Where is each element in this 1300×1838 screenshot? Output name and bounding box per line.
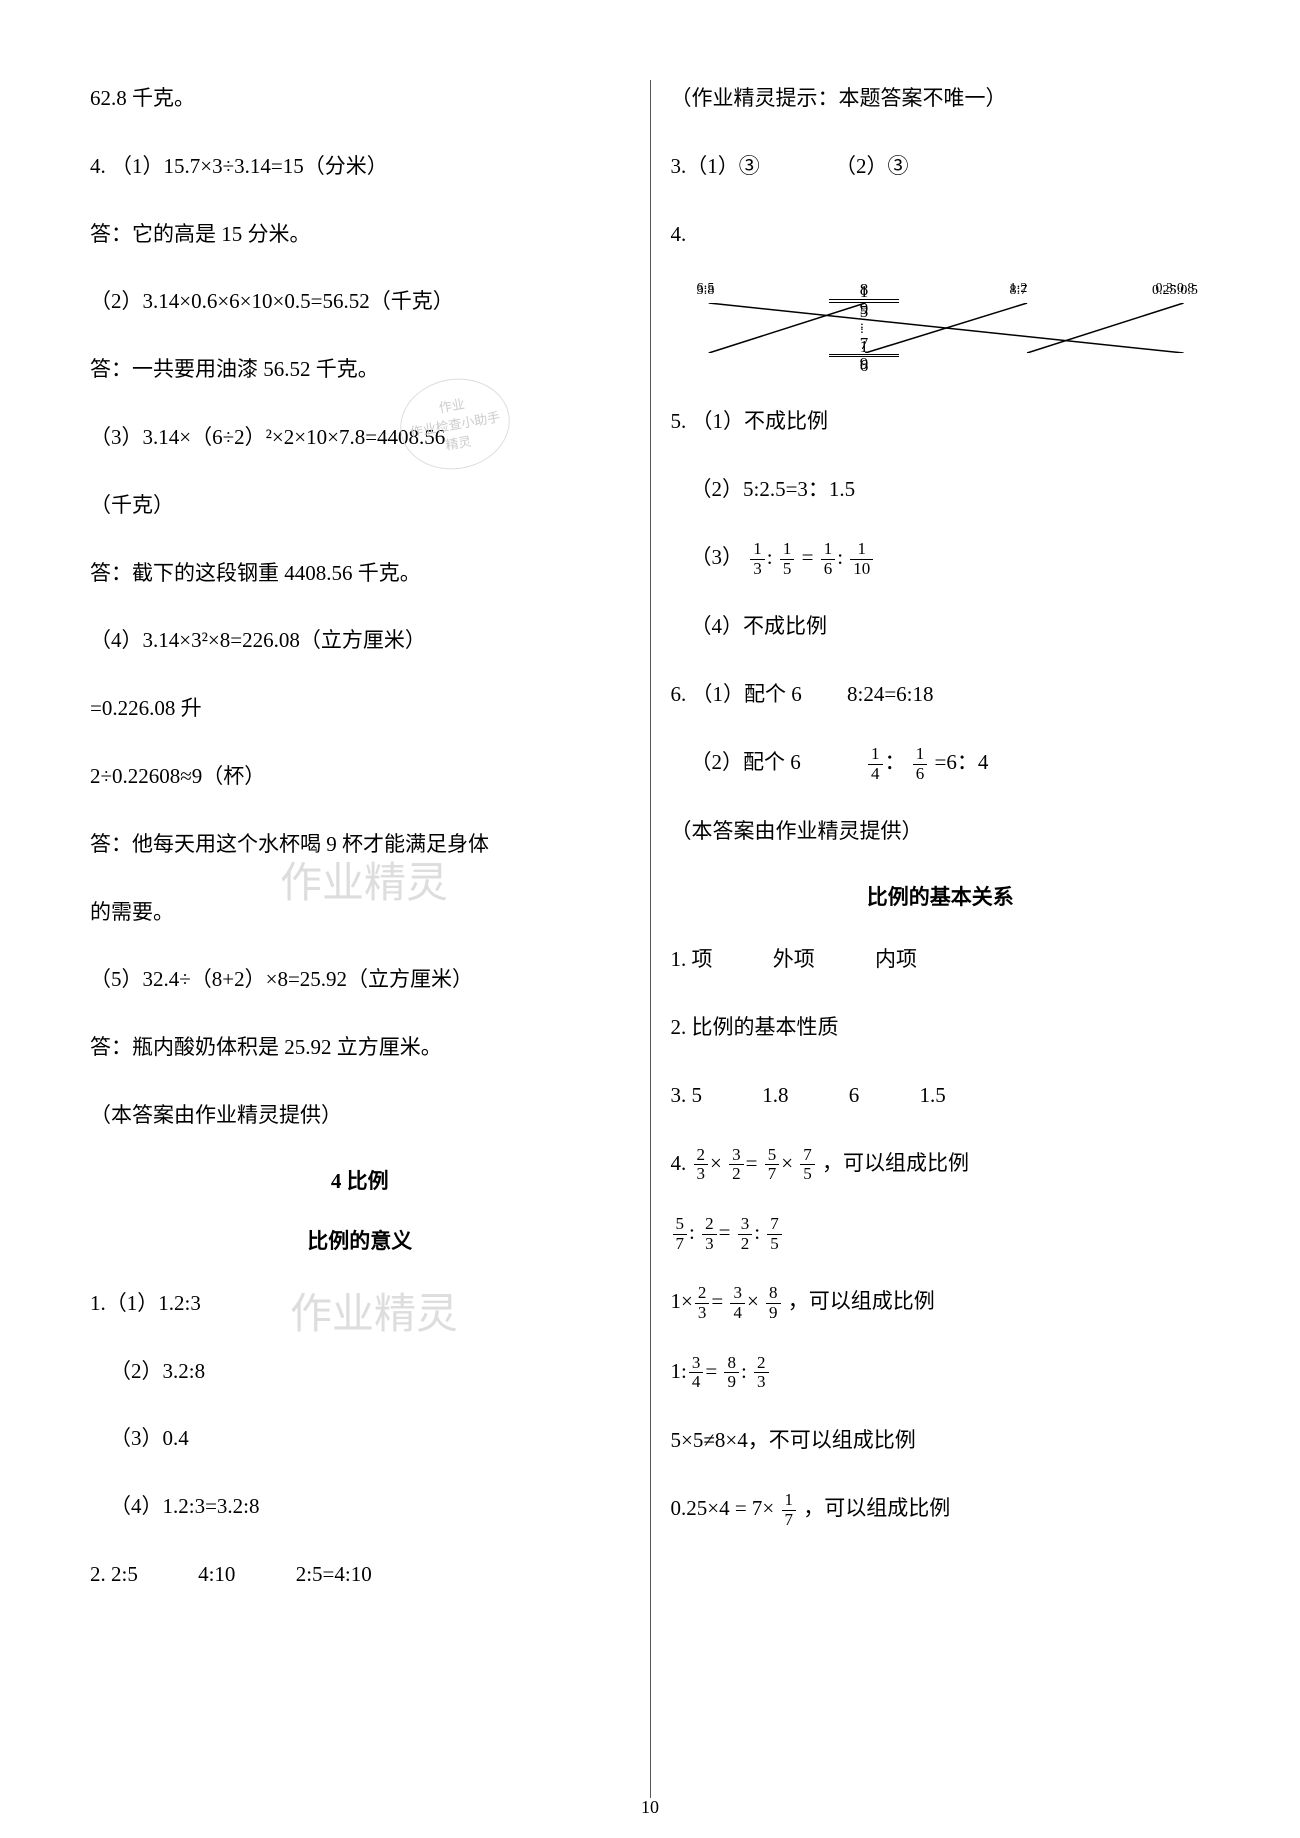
text-line: 4.	[671, 216, 1211, 254]
text-line: （5）32.4÷（8+2）×8=25.92（立方厘米）	[90, 961, 630, 999]
value: 2. 2:5	[90, 1562, 138, 1586]
text-line: （4）不成比例	[671, 608, 1211, 646]
text: ，可以组成比例	[822, 1151, 969, 1175]
text-line: 答：一共要用油漆 56.52 千克。	[90, 351, 630, 389]
label: 4.	[671, 1151, 687, 1175]
value: 6	[849, 1083, 860, 1107]
text-line: 答：截下的这段钢重 4408.56 千克。	[90, 555, 630, 593]
value: 1. 项	[671, 947, 713, 971]
text-line: 5×5≠8×4，不可以组成比例	[671, 1422, 1211, 1460]
text-line: 2÷0.22608≈9（杯）	[90, 758, 630, 796]
value: 8:24=6:18	[847, 682, 934, 706]
value: 4:10	[198, 1562, 235, 1586]
page-container: 62.8 千克。 4. （1）15.7×3÷3.14=15（分米） 答：它的高是…	[70, 80, 1230, 1798]
text-line: 答：它的高是 15 分米。	[90, 216, 630, 254]
value: 6. （1）配个 6	[671, 682, 802, 706]
value: 3. 5	[671, 1083, 703, 1107]
value: 1.8	[762, 1083, 788, 1107]
value: 3.（1）③	[671, 154, 760, 178]
match-label: 1:2	[984, 281, 1054, 374]
text-line: 答：瓶内酸奶体积是 25.92 立方厘米。	[90, 1029, 630, 1067]
text-line: 6. （1）配个 6 8:24=6:18	[671, 676, 1211, 714]
text-line: （2）3.14×0.6×6×10×0.5=56.52（千克）	[90, 283, 630, 321]
text-line: （4）1.2:3=3.2:8	[90, 1488, 630, 1526]
section-heading: 比例的基本关系	[671, 881, 1211, 911]
page-number: 10	[641, 1797, 659, 1818]
text-line: 5. （1）不成比例	[671, 403, 1211, 441]
section-heading: 比例的意义	[90, 1225, 630, 1255]
text-line: （2）3.2:8	[90, 1353, 630, 1391]
value: 内项	[875, 947, 917, 971]
value: 外项	[773, 947, 815, 971]
text-line: （3）3.14×（6÷2）²×2×10×7.8=4408.56	[90, 419, 630, 457]
text-line: 62.8 千克。	[90, 80, 630, 118]
text-line: 的需要。	[90, 894, 630, 932]
text: 0.25×4 = 7×	[671, 1496, 775, 1520]
text-line: 2. 比例的基本性质	[671, 1009, 1211, 1047]
text-line: （2）配个 6 14： 16 =6：4	[671, 744, 1211, 783]
text-line: （4）3.14×3²×8=226.08（立方厘米）	[90, 622, 630, 660]
text-line: （2）5:2.5=3：1.5	[671, 471, 1211, 509]
text-line: 3.（1）③ （2）③	[671, 148, 1211, 186]
text-line: 1. 项 外项 内项	[671, 941, 1211, 979]
text-line: 1.（1）1.2:3	[90, 1285, 630, 1323]
text-line: 1:34= 89: 23	[671, 1353, 1211, 1392]
match-label: 89:79	[827, 281, 897, 374]
value: 14： 16 =6：4	[866, 750, 988, 774]
text-line: （本答案由作业精灵提供）	[671, 813, 1211, 851]
text-line: 答：他每天用这个水杯喝 9 杯才能满足身体	[90, 826, 630, 864]
value: （2）③	[835, 154, 909, 178]
left-column: 62.8 千克。 4. （1）15.7×3÷3.14=15（分米） 答：它的高是…	[70, 80, 651, 1798]
label: （3）	[691, 545, 744, 569]
text: ，可以组成比例	[803, 1496, 950, 1520]
value: 1.5	[920, 1083, 946, 1107]
text-line: =0.226.08 升	[90, 690, 630, 728]
text-line: 1×23= 34× 89 ，可以组成比例	[671, 1283, 1211, 1322]
text-line: 57: 23= 32: 75	[671, 1214, 1211, 1253]
text-line: 4. 23× 32= 57× 75 ，可以组成比例	[671, 1145, 1211, 1184]
text-line: （3）0.4	[90, 1420, 630, 1458]
section-heading: 4 比例	[90, 1165, 630, 1195]
text-line: 2. 2:5 4:10 2:5=4:10	[90, 1556, 630, 1594]
value: 2:5=4:10	[296, 1562, 372, 1586]
text-line: 0.25×4 = 7× 17 ，可以组成比例	[671, 1490, 1211, 1529]
match-label: 6:5	[671, 281, 741, 374]
value: （2）配个 6	[691, 750, 801, 774]
right-column: （作业精灵提示：本题答案不唯一） 3.（1）③ （2）③ 4. 3:8 15:1…	[651, 80, 1231, 1798]
text-line: （作业精灵提示：本题答案不唯一）	[671, 80, 1211, 118]
match-label: 0.3:0.8	[1140, 281, 1210, 374]
text-line: 3. 5 1.8 6 1.5	[671, 1077, 1211, 1115]
text-line: （千克）	[90, 487, 630, 525]
matching-diagram: 3:8 15:16 8:7 0.25:0.5 6:5 89:79 1:2 0.3…	[671, 283, 1211, 373]
text-line: （本答案由作业精灵提供）	[90, 1097, 630, 1135]
text: ，可以组成比例	[788, 1289, 935, 1313]
text-line: 4. （1）15.7×3÷3.14=15（分米）	[90, 148, 630, 186]
text-line: （3） 13: 15 = 16: 110	[671, 539, 1211, 578]
